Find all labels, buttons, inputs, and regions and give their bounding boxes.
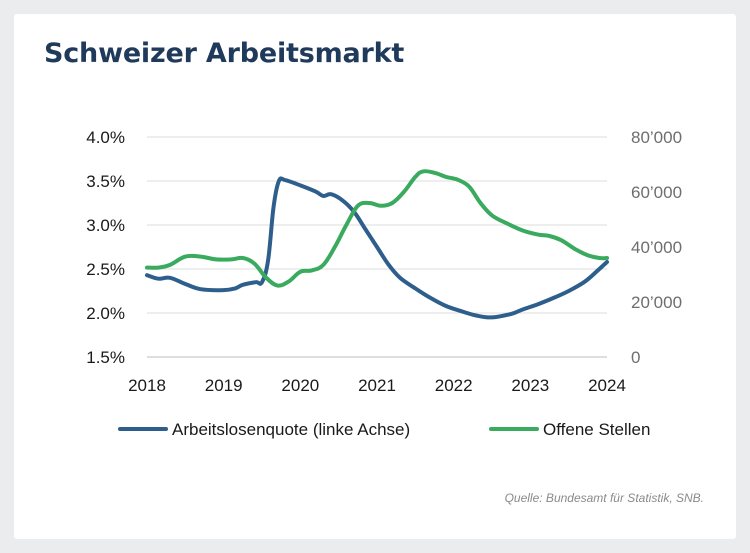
x-tick-label: 2019	[205, 376, 243, 395]
legend-label: Arbeitslosenquote (linke Achse)	[172, 420, 410, 439]
x-tick-label: 2021	[358, 376, 396, 395]
legend: Arbeitslosenquote (linke Achse) Offene St…	[118, 420, 650, 439]
y-left-tick-label: 2.5%	[86, 260, 125, 279]
y-left-tick-label: 4.0%	[86, 128, 125, 147]
y-left-tick-label: 3.0%	[86, 216, 125, 235]
chart-card	[14, 14, 736, 539]
y-right-tick-label: 20’000	[631, 293, 682, 312]
x-tick-label: 2018	[128, 376, 166, 395]
y-left-tick-label: 1.5%	[86, 348, 125, 367]
series	[145, 169, 609, 320]
y-axis-left: 1.5% 2.0% 2.5% 3.0% 3.5% 4.0%	[86, 128, 125, 367]
x-tick-label: 2024	[588, 376, 626, 395]
y-right-tick-label: 0	[631, 348, 640, 367]
y-right-tick-label: 80’000	[631, 128, 682, 147]
legend-label: Offene Stellen	[543, 420, 650, 439]
series-line-arbeitslosenquote	[145, 176, 609, 320]
series-line-offene-stellen	[145, 169, 609, 288]
y-right-tick-label: 40’000	[631, 238, 682, 257]
x-axis: 2018 2019 2020 2021 2022 2023 2024	[128, 356, 626, 395]
y-right-tick-label: 60’000	[631, 183, 682, 202]
y-axis-right: 0 20’000 40’000 60’000 80’000	[631, 128, 682, 367]
chart-title: Schweizer Arbeitsmarkt	[44, 38, 405, 69]
x-tick-label: 2020	[281, 376, 319, 395]
y-left-tick-label: 3.5%	[86, 172, 125, 191]
x-tick-label: 2023	[511, 376, 549, 395]
source-note: Quelle: Bundesamt für Statistik, SNB.	[504, 491, 704, 505]
y-left-tick-label: 2.0%	[86, 304, 125, 323]
x-tick-label: 2022	[435, 376, 473, 395]
